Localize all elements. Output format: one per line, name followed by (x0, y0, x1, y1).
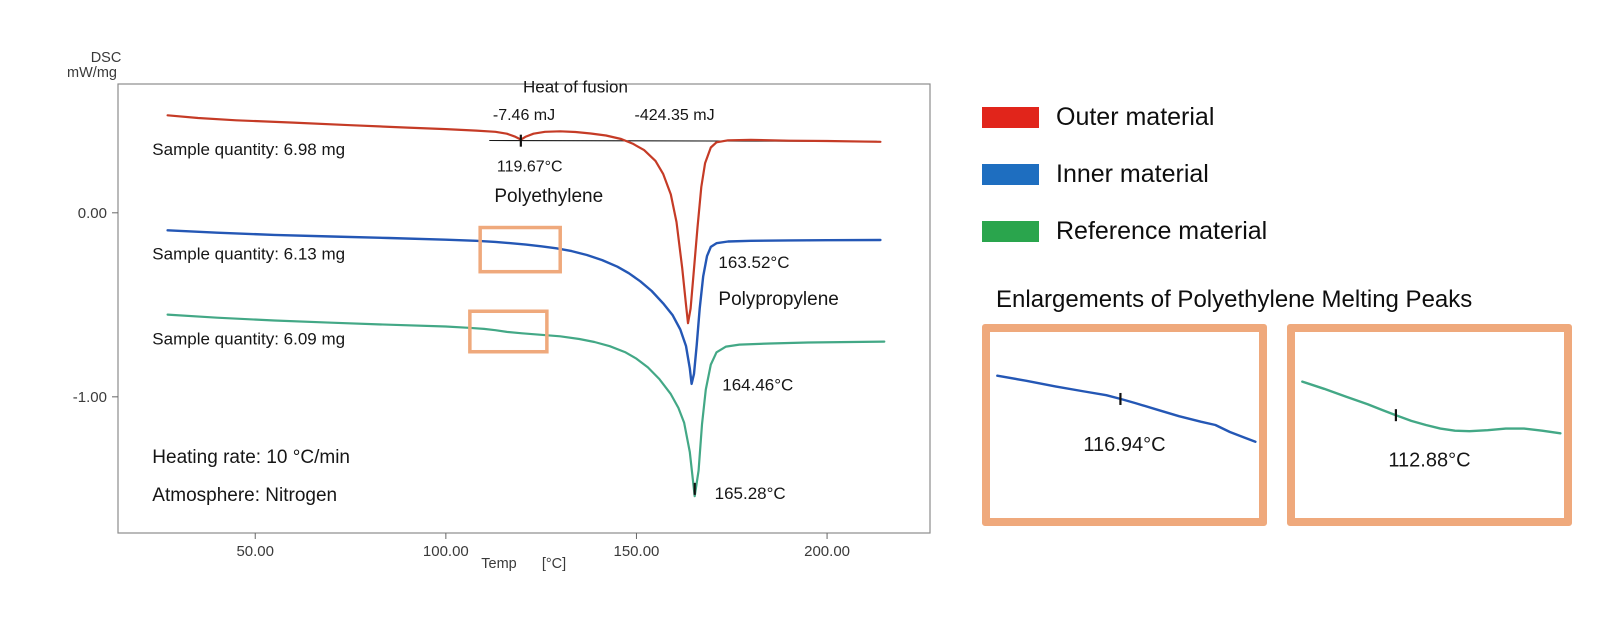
annotation: Polyethylene (494, 186, 603, 207)
reference-material-peak-chart: 112.88°C (1301, 380, 1562, 471)
legend: Outer material Inner material Reference … (982, 102, 1582, 246)
annotation: Sample quantity: 6.98 mg (152, 140, 345, 159)
annotation: Sample quantity: 6.09 mg (152, 329, 345, 348)
x-tick-label: 50.00 (236, 543, 274, 560)
annotation: 119.67°C (497, 158, 563, 175)
curve-reference-material-enlarged (1301, 380, 1562, 435)
annotation: 164.46°C (722, 375, 793, 394)
annotation: -7.46 mJ (493, 107, 555, 124)
annotation: -424.35 mJ (635, 107, 715, 124)
annotation: Sample quantity: 6.13 mg (152, 245, 345, 264)
x-axis-title: Temp (481, 556, 516, 572)
y-tick-label: 0.00 (78, 205, 107, 222)
annotation: 163.52°C (718, 253, 789, 272)
enlargements-title: Enlargements of Polyethylene Melting Pea… (996, 286, 1473, 313)
legend-swatch-red (982, 106, 1039, 128)
x-axis-unit: [°C] (542, 556, 566, 572)
y-axis-title: DSC (91, 50, 122, 66)
x-tick-label: 100.00 (423, 543, 469, 560)
y-axis-unit: mW/mg (67, 65, 117, 81)
inner-material-peak-chart: 116.94°C (996, 374, 1257, 456)
curve-inner-material-enlarged (996, 374, 1257, 443)
enlargement-panels: 116.94°C 112.88°C (982, 324, 1582, 526)
curve-inner-material (166, 229, 882, 386)
annotation: 165.28°C (715, 484, 786, 503)
annotation: 116.94°C (1083, 434, 1165, 456)
legend-label-reference-material: Reference material (1056, 217, 1268, 245)
y-tick-label: -1.00 (73, 389, 107, 406)
x-tick-label: 200.00 (804, 543, 850, 560)
curve-reference-material (166, 313, 886, 498)
polyethylene-highlight-box (478, 225, 562, 274)
right-panel: Outer material Inner material Reference … (982, 102, 1582, 526)
enlargement-panel-reference-material: 112.88°C (1287, 324, 1572, 526)
polyethylene-highlight-box (468, 309, 549, 354)
legend-item-outer-material: Outer material (982, 102, 1582, 132)
x-tick-label: 150.00 (614, 543, 660, 560)
annotation: Heat of fusion (523, 77, 628, 96)
annotation: Heating rate: 10 °C/min (152, 447, 350, 468)
annotation: Polypropylene (718, 289, 838, 310)
legend-label-inner-material: Inner material (1056, 160, 1209, 188)
curve-outer-material (166, 114, 882, 325)
legend-item-inner-material: Inner material (982, 159, 1582, 189)
annotation: 112.88°C (1388, 449, 1470, 471)
legend-label-outer-material: Outer material (1056, 103, 1215, 131)
enlargement-panel-inner-material: 116.94°C (982, 324, 1267, 526)
legend-swatch-blue (982, 163, 1039, 185)
legend-item-reference-material: Reference material (982, 216, 1582, 246)
plot-border (117, 83, 931, 534)
legend-swatch-green (982, 220, 1039, 242)
dsc-chart: 50.00 100.00 150.00 200.00 0.00 -1.00 Heat of … (67, 50, 931, 572)
annotation: Atmosphere: Nitrogen (152, 485, 337, 506)
